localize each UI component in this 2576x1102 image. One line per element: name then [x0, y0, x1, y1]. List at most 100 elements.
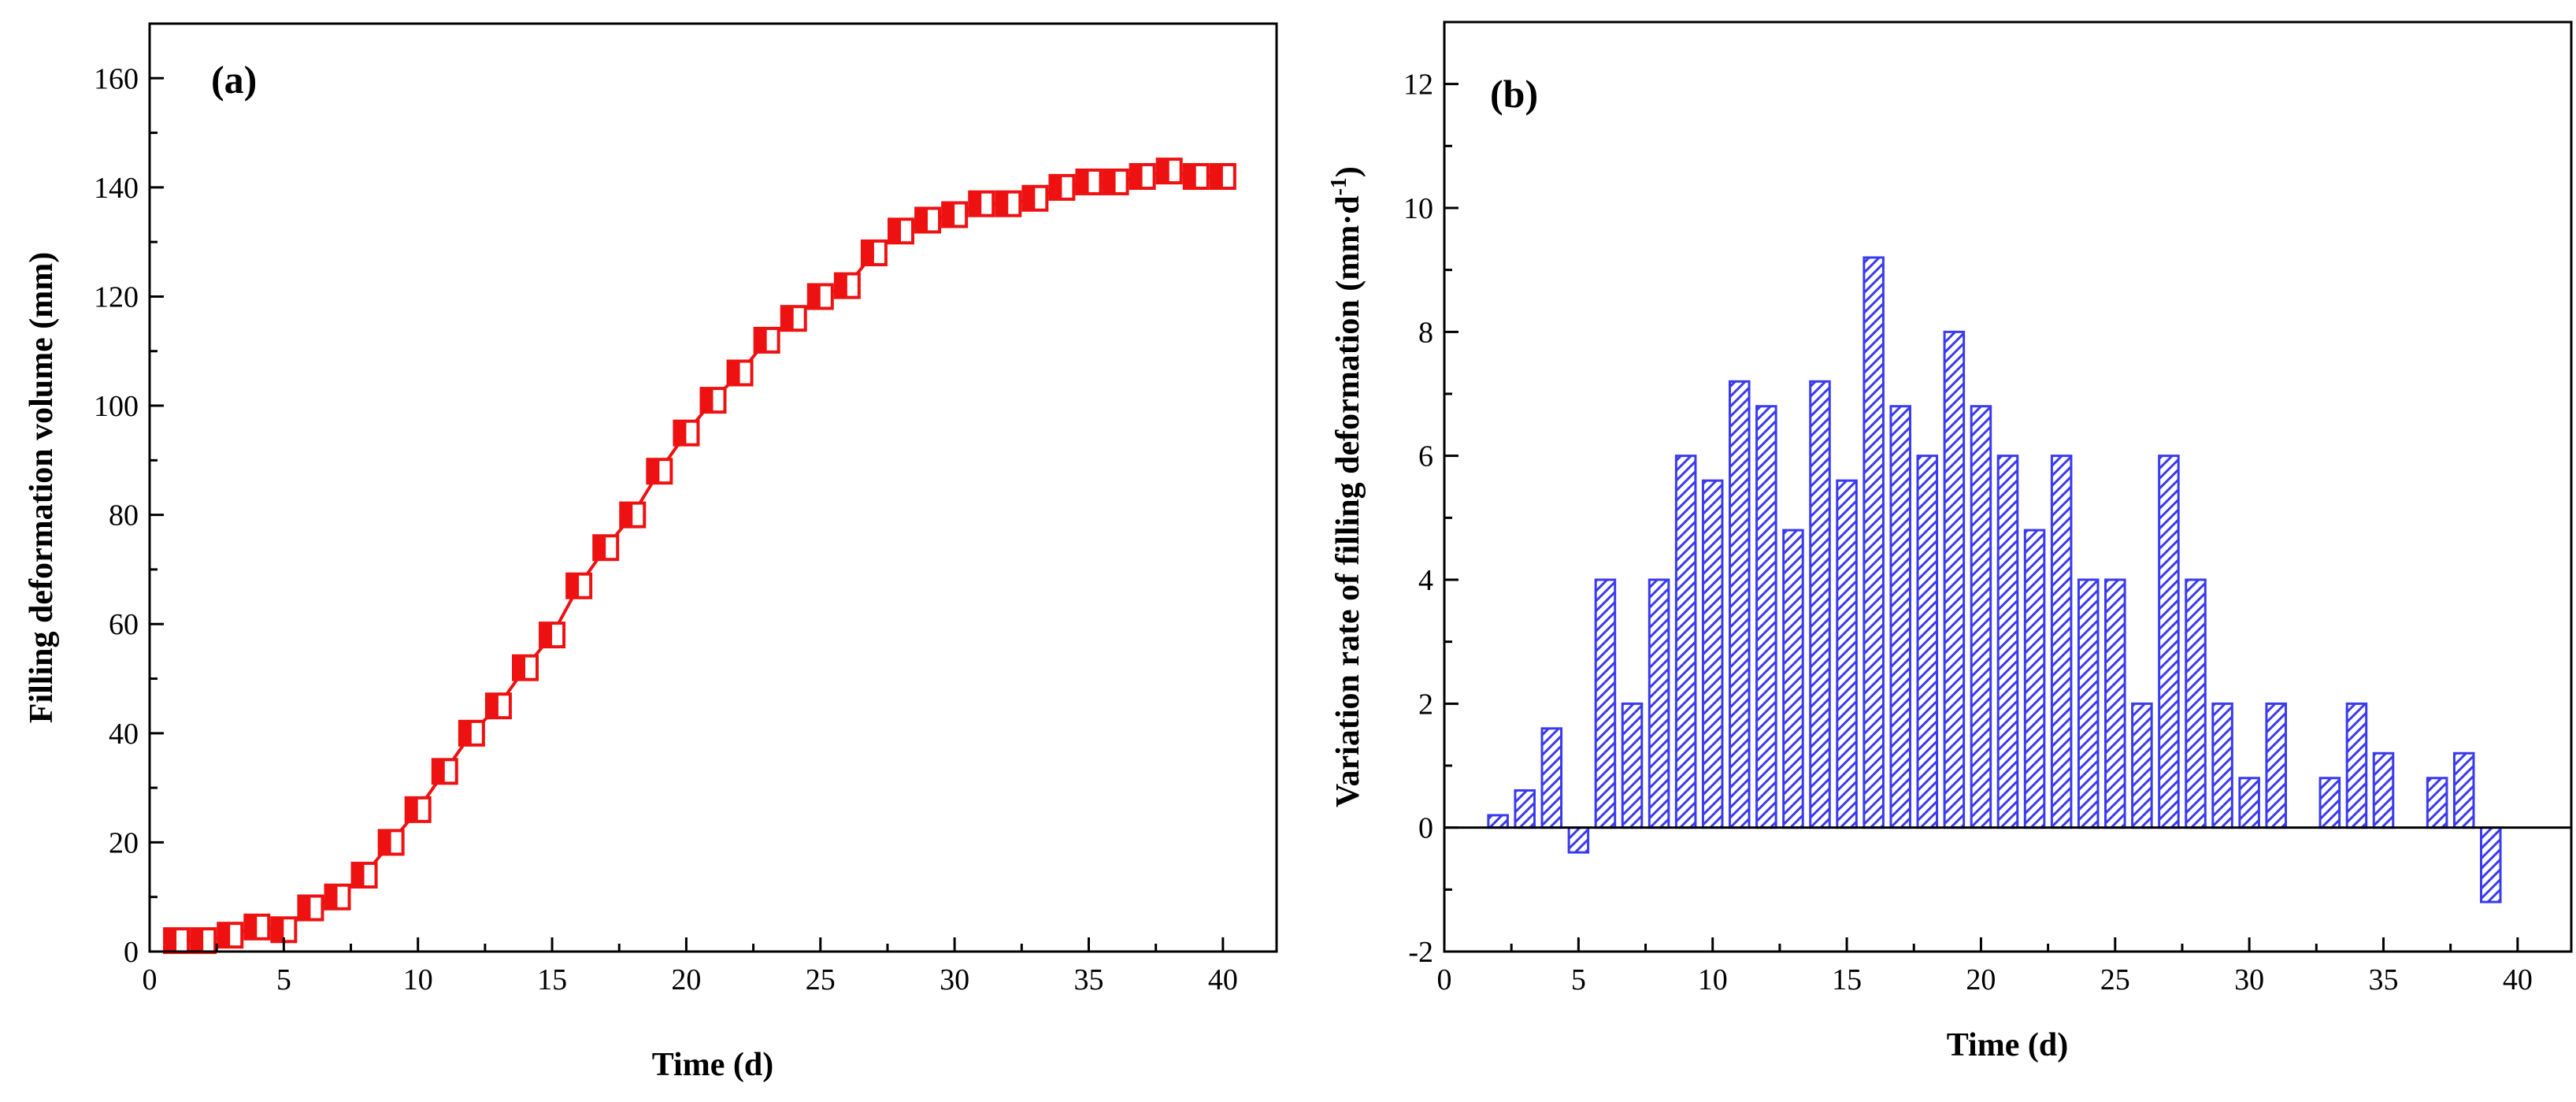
chart-b-bar: [2238, 777, 2260, 829]
chart-a-point: [726, 359, 754, 387]
chart-b-y-tick-label: 10: [1403, 192, 1433, 225]
chart-b-bar: [1701, 479, 1724, 829]
chart-a-point: [592, 534, 620, 562]
chart-a-y-tick-label: 60: [109, 608, 139, 641]
chart-a-point: [297, 894, 324, 922]
chart-b-frame: [1443, 20, 2573, 953]
chart-b-x-tick-label: 5: [1571, 963, 1586, 996]
chart-a-point: [806, 283, 834, 310]
chart-a-point: [458, 719, 485, 747]
chart-a-y-tick-label: 40: [109, 718, 139, 751]
chart-b-bar: [1540, 727, 1563, 829]
chart-b-marks: [1487, 256, 2502, 903]
chart-a-point: [404, 796, 432, 823]
chart-b-bar: [2077, 578, 2100, 829]
chart-a-point: [914, 206, 942, 234]
chart-a-point: [780, 305, 807, 332]
chart-b-y-tick-label: 12: [1403, 69, 1433, 102]
chart-a-point: [565, 572, 593, 599]
chart-b-bar: [1648, 578, 1670, 829]
chart-a-y-tick-label: 160: [94, 62, 139, 95]
chart-a-panel-label: (a): [211, 58, 257, 102]
chart-a-x-axis-title: Time (d): [652, 1047, 773, 1083]
chart-b-y-tick-label: 6: [1418, 440, 1433, 473]
chart-b-bar: [1674, 455, 1697, 829]
chart-a-point: [968, 190, 995, 217]
chart-b-x-tick-label: 25: [2100, 963, 2130, 996]
chart-a-x-tick-label: 20: [671, 963, 701, 996]
chart-b-bar: [2104, 578, 2126, 829]
chart-b-y-tick-label: 4: [1418, 564, 1433, 597]
chart-a-point: [1182, 163, 1210, 191]
chart-b-bar: [1621, 702, 1644, 829]
chart-b-bar: [1943, 330, 1966, 829]
chart-a-x-tick-label: 5: [276, 963, 291, 996]
chart-b-bar: [1514, 788, 1536, 829]
chart-b-bar: [1567, 826, 1590, 854]
chart-b-bar: [1889, 405, 1911, 829]
chart-a-point: [619, 501, 647, 529]
chart-a-point: [163, 927, 191, 955]
chart-a-frame: [148, 22, 1278, 953]
chart-b-y-tick-label: 8: [1418, 316, 1433, 349]
chart-b-x-axis-title: Time (d): [1947, 1027, 2068, 1063]
chart-a-y-tick-label: 80: [109, 499, 139, 532]
chart-a-point: [1075, 168, 1103, 195]
chart-a-point: [484, 692, 512, 720]
chart-b-bar: [1594, 578, 1617, 829]
chart-b-bar: [2265, 702, 2287, 829]
chart-a-point: [995, 190, 1022, 217]
chart-b-bar: [1755, 405, 1777, 829]
chart-b-y-tick-label: 0: [1418, 812, 1433, 845]
chart-a-y-tick-label: 120: [94, 280, 139, 314]
chart-b-bar: [2452, 751, 2475, 829]
chart-a-y-tick-label: 20: [109, 826, 139, 859]
chart-b-x-tick-label: 10: [1698, 963, 1728, 996]
chart-a-point: [646, 458, 673, 485]
chart-b-y-axis-unit-sup: -1: [1327, 177, 1351, 195]
chart-a-point: [1021, 184, 1049, 212]
chart-b-bar: [1916, 455, 1939, 829]
chart-a-x-tick-label: 0: [143, 963, 158, 996]
chart-a: 0 5 10 15 20 25 30 35 40 0 20 40 60 80 100 120 140 160 (a…: [24, 22, 1278, 1083]
chart-a-point: [860, 239, 888, 267]
chart-b-bar: [2023, 529, 2046, 829]
chart-a-x-tick-label: 10: [403, 963, 433, 996]
chart-b-bar: [1487, 814, 1509, 829]
chart-a-marks: [163, 158, 1236, 955]
chart-b-bar: [1809, 380, 1831, 829]
chart-a-point: [1209, 163, 1236, 191]
chart-a-point: [833, 272, 861, 299]
chart-b-bar: [2372, 751, 2395, 829]
chart-b-bar: [2480, 826, 2502, 903]
chart-a-point: [539, 621, 566, 649]
chart-b-y-axis-unit: (mm·d: [1330, 195, 1366, 291]
chart-a-point: [1155, 158, 1183, 185]
chart-b-y-tick-label: -2: [1408, 936, 1433, 969]
chart-b-bar: [2426, 777, 2448, 829]
chart-a-point: [888, 217, 914, 245]
chart-b-y-tick-label: 2: [1418, 688, 1433, 721]
chart-b-bar: [2211, 702, 2233, 829]
chart-b-panel-label: (b): [1490, 72, 1538, 116]
chart-a-point: [1048, 173, 1076, 201]
chart-b-y-axis-title: Variation rate of filling deformation (m…: [1327, 166, 1366, 807]
chart-a-point: [377, 829, 405, 856]
chart-a-point: [431, 758, 458, 785]
chart-a-x-tick-label: 40: [1208, 963, 1238, 996]
chart-b-bar: [1863, 256, 1885, 829]
chart-a-point: [1129, 163, 1156, 191]
chart-b-bar: [1782, 529, 1804, 829]
chart-b-bar: [2050, 455, 2073, 829]
chart-a-point: [217, 922, 244, 949]
chart-b-bar: [2318, 777, 2341, 829]
chart-a-point: [941, 201, 969, 228]
chart-b-bar: [2185, 578, 2207, 829]
chart-a-point: [699, 387, 727, 414]
chart-b-x-tick-label: 40: [2503, 963, 2533, 996]
chart-b-x-tick-label: 30: [2234, 963, 2264, 996]
chart-a-point: [1102, 168, 1129, 195]
